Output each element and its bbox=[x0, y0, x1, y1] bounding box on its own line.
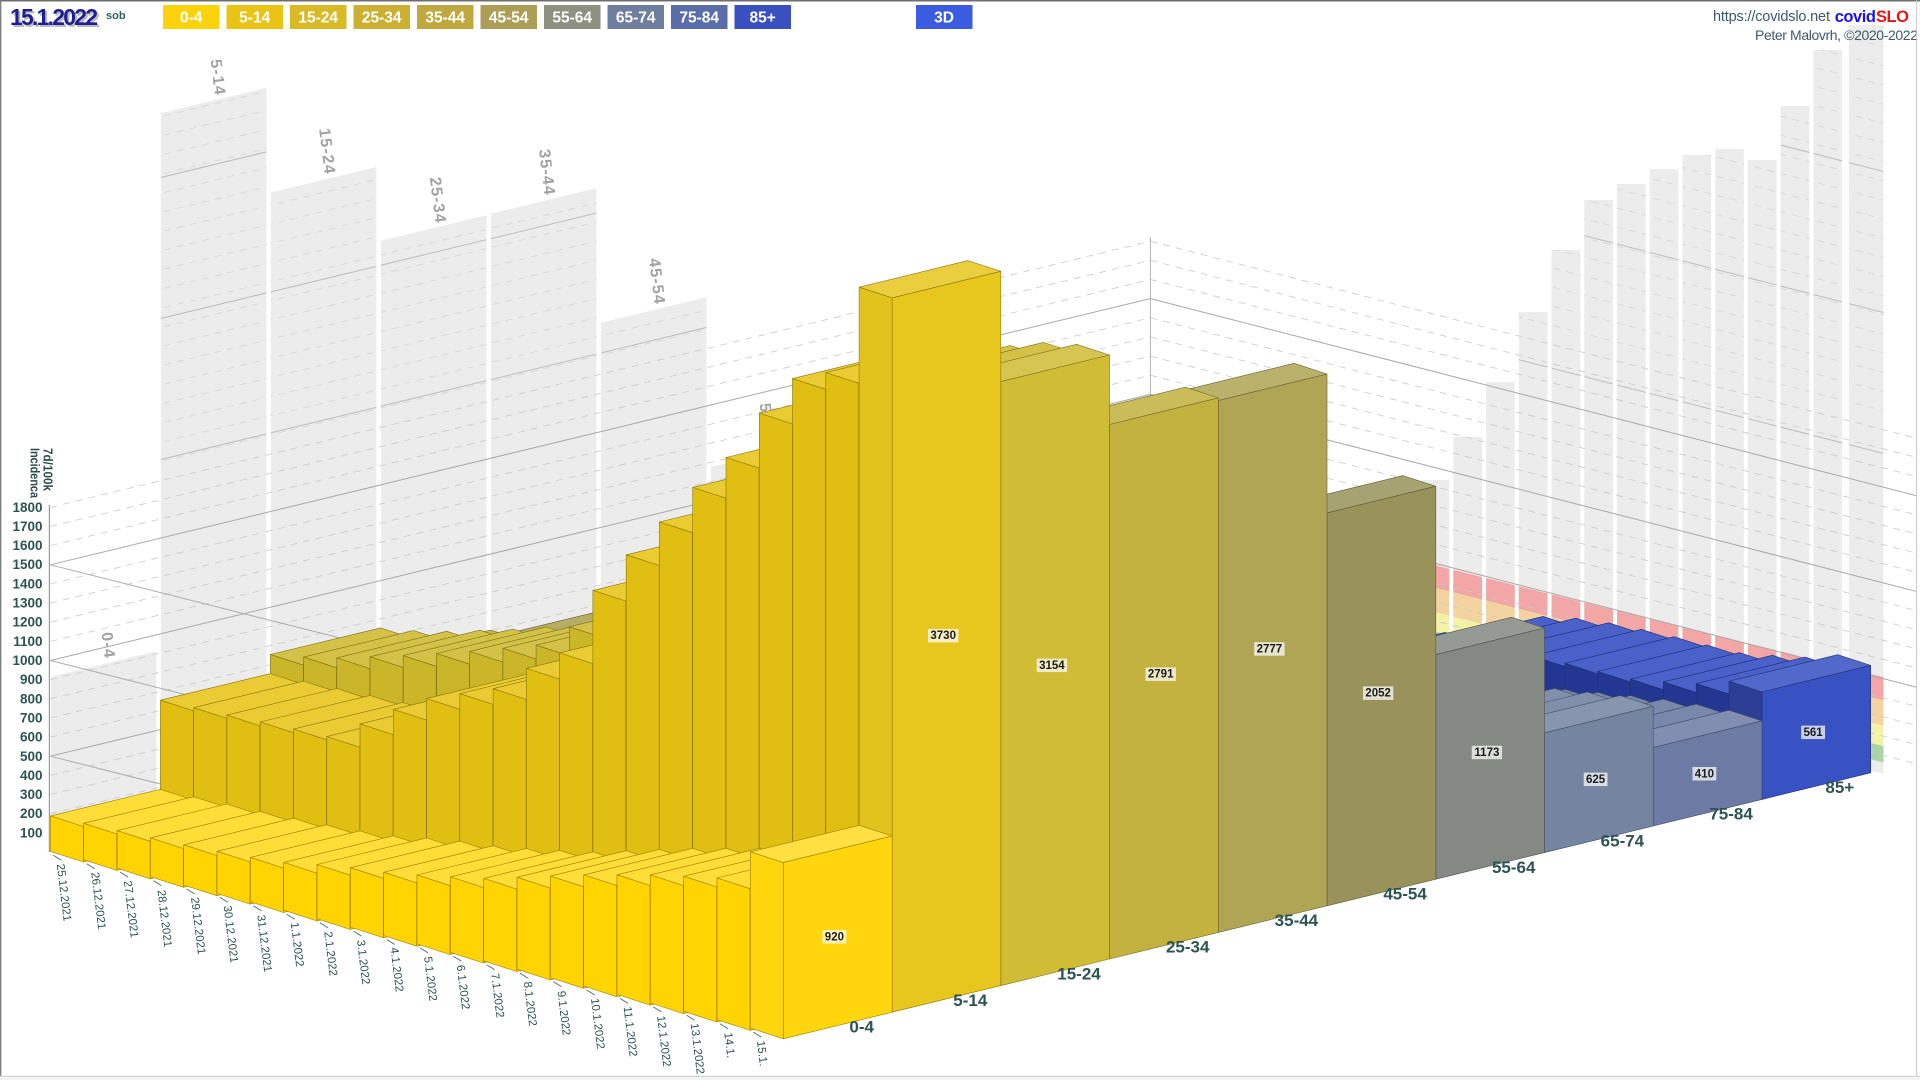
svg-text:1500: 1500 bbox=[12, 557, 42, 572]
svg-text:4.1.2022: 4.1.2022 bbox=[387, 947, 404, 993]
svg-text:65-74: 65-74 bbox=[1601, 831, 1645, 850]
svg-text:Peter Malovrh, ©2020-2022: Peter Malovrh, ©2020-2022 bbox=[1755, 27, 1918, 43]
svg-text:300: 300 bbox=[20, 787, 43, 802]
svg-text:45-54: 45-54 bbox=[645, 257, 668, 306]
svg-text:35-44: 35-44 bbox=[535, 148, 558, 197]
svg-text:900: 900 bbox=[20, 672, 43, 687]
svg-text:100: 100 bbox=[20, 825, 43, 840]
svg-text:2.1.2022: 2.1.2022 bbox=[321, 931, 338, 977]
svg-text:7.1.2022: 7.1.2022 bbox=[488, 973, 505, 1019]
svg-text:5-14: 5-14 bbox=[953, 991, 988, 1010]
svg-text:15-24: 15-24 bbox=[1057, 964, 1101, 983]
svg-text:3D: 3D bbox=[934, 10, 954, 27]
svg-text:85+: 85+ bbox=[750, 10, 776, 27]
svg-text:1200: 1200 bbox=[12, 615, 42, 630]
svg-text:625: 625 bbox=[1586, 774, 1606, 786]
svg-text:75-84: 75-84 bbox=[1709, 805, 1753, 824]
svg-text:https://covidslo.net: https://covidslo.net bbox=[1713, 9, 1830, 25]
svg-text:800: 800 bbox=[20, 691, 43, 706]
svg-text:400: 400 bbox=[20, 768, 43, 783]
svg-text:35-44: 35-44 bbox=[425, 10, 465, 27]
svg-text:55-64: 55-64 bbox=[1492, 858, 1536, 877]
svg-text:3.1.2022: 3.1.2022 bbox=[354, 939, 371, 985]
svg-text:Incidenca: Incidenca bbox=[28, 448, 42, 499]
svg-text:SLO: SLO bbox=[1876, 8, 1909, 26]
svg-text:5.1.2022: 5.1.2022 bbox=[421, 956, 438, 1002]
svg-text:65-74: 65-74 bbox=[616, 10, 656, 27]
svg-text:0-4: 0-4 bbox=[97, 631, 117, 660]
svg-text:3154: 3154 bbox=[1039, 660, 1065, 672]
svg-text:5-14: 5-14 bbox=[207, 58, 228, 97]
svg-text:1700: 1700 bbox=[12, 519, 42, 534]
svg-text:1800: 1800 bbox=[12, 500, 42, 515]
svg-text:1000: 1000 bbox=[12, 653, 42, 668]
svg-text:920: 920 bbox=[825, 931, 844, 943]
svg-text:25-34: 25-34 bbox=[1166, 938, 1210, 957]
svg-text:15.1.2022: 15.1.2022 bbox=[10, 4, 98, 30]
svg-text:1400: 1400 bbox=[12, 576, 42, 591]
svg-text:5-14: 5-14 bbox=[239, 10, 270, 27]
svg-text:3730: 3730 bbox=[930, 630, 956, 642]
svg-text:45-54: 45-54 bbox=[1383, 885, 1427, 904]
svg-text:15.1.2022: 15.1.2022 bbox=[12, 6, 100, 32]
svg-text:75-84: 75-84 bbox=[679, 10, 719, 27]
svg-text:25-34: 25-34 bbox=[362, 10, 402, 27]
svg-text:1173: 1173 bbox=[1474, 747, 1499, 759]
svg-text:1.1.2022: 1.1.2022 bbox=[288, 922, 305, 968]
svg-text:9.1.2022: 9.1.2022 bbox=[554, 990, 571, 1036]
svg-text:55-64: 55-64 bbox=[552, 10, 592, 27]
svg-text:1300: 1300 bbox=[12, 596, 42, 611]
svg-text:15-24: 15-24 bbox=[315, 127, 338, 176]
svg-text:200: 200 bbox=[20, 806, 43, 821]
svg-text:2791: 2791 bbox=[1148, 669, 1174, 681]
svg-text:500: 500 bbox=[20, 749, 43, 764]
svg-text:700: 700 bbox=[20, 711, 43, 726]
svg-text:561: 561 bbox=[1804, 727, 1824, 739]
svg-text:25-34: 25-34 bbox=[426, 176, 449, 225]
svg-text:15-24: 15-24 bbox=[298, 10, 338, 27]
svg-text:6.1.2022: 6.1.2022 bbox=[454, 964, 471, 1010]
svg-text:0-4: 0-4 bbox=[849, 1018, 874, 1037]
svg-text:15.1.: 15.1. bbox=[754, 1040, 769, 1067]
svg-text:2777: 2777 bbox=[1257, 644, 1283, 656]
svg-text:8.1.2022: 8.1.2022 bbox=[521, 981, 538, 1027]
svg-text:sob: sob bbox=[106, 10, 126, 22]
svg-text:410: 410 bbox=[1695, 768, 1714, 780]
svg-text:1600: 1600 bbox=[12, 538, 42, 553]
svg-text:2052: 2052 bbox=[1365, 688, 1391, 700]
svg-text:35-44: 35-44 bbox=[1275, 911, 1319, 930]
svg-text:85+: 85+ bbox=[1825, 778, 1854, 797]
svg-text:45-54: 45-54 bbox=[489, 10, 529, 27]
svg-text:covid: covid bbox=[1835, 8, 1876, 26]
svg-text:14.1.: 14.1. bbox=[721, 1032, 736, 1059]
svg-text:7d/100k: 7d/100k bbox=[41, 448, 55, 491]
svg-text:0-4: 0-4 bbox=[180, 10, 203, 27]
svg-text:600: 600 bbox=[20, 730, 43, 745]
svg-text:1100: 1100 bbox=[13, 634, 42, 649]
